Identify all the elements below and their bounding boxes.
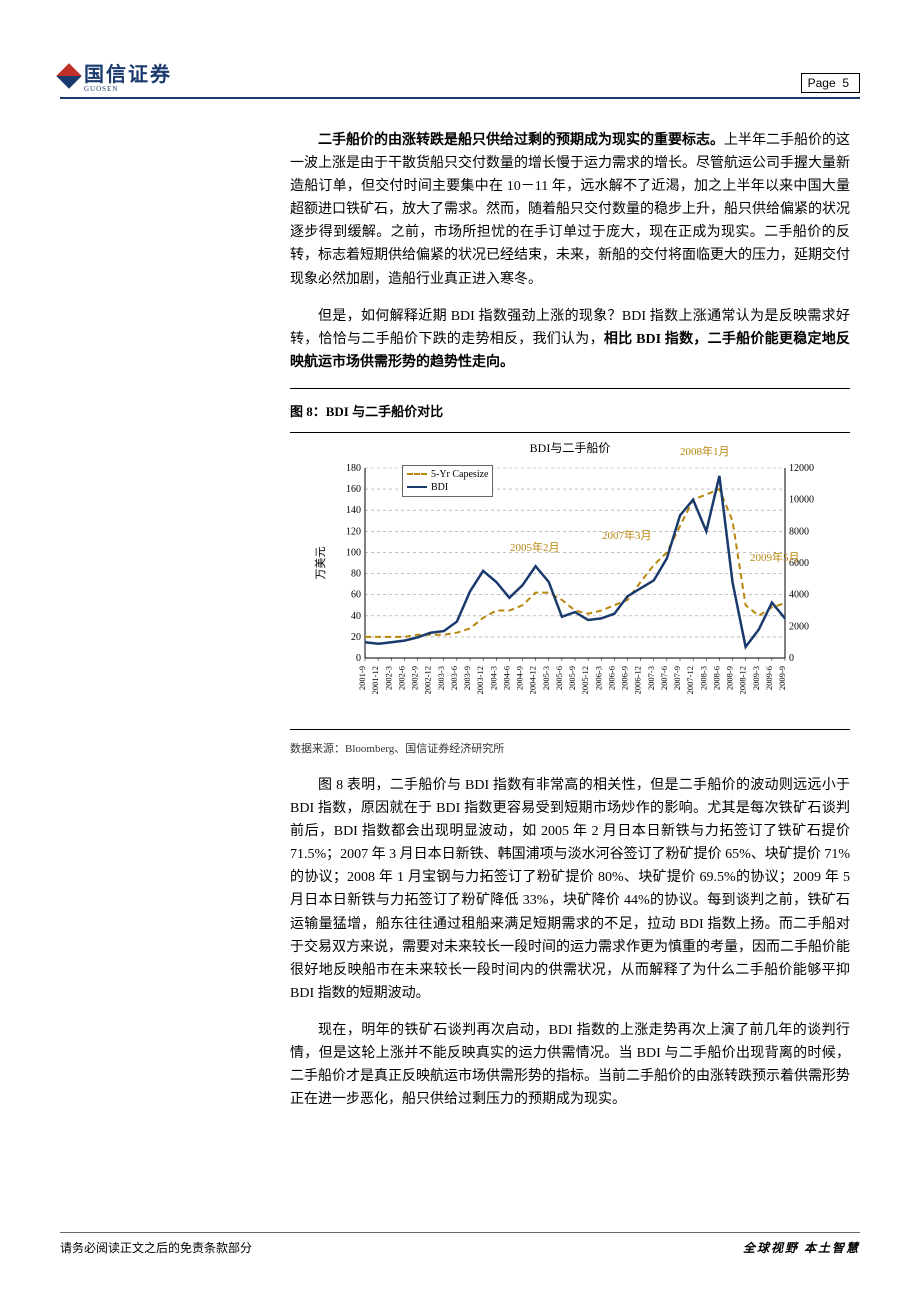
svg-text:8000: 8000 <box>789 526 809 537</box>
figure-source: 数据来源：Bloomberg、国信证券经济研究所 <box>290 740 850 756</box>
main-content: 二手船价的由涨转跌是船只供给过剩的预期成为现实的重要标志。上半年二手船价的这一波… <box>290 129 850 1111</box>
svg-text:2006-12: 2006-12 <box>633 666 643 694</box>
svg-text:2007-3: 2007-3 <box>646 666 656 690</box>
p1-body: 上半年二手船价的这一波上涨是由于干散货船只交付数量的增长慢于运力需求的增长。尽管… <box>290 133 850 287</box>
footer-right: 全球视野 本土智慧 <box>743 1239 860 1256</box>
svg-text:12000: 12000 <box>789 463 814 474</box>
svg-text:180: 180 <box>346 463 361 474</box>
svg-text:2001-12: 2001-12 <box>370 666 380 694</box>
svg-text:2007-6: 2007-6 <box>659 666 669 690</box>
page-number: 5 <box>842 76 849 90</box>
svg-text:2001-9: 2001-9 <box>357 666 367 690</box>
annotation-2007: 2007年3月 <box>602 527 652 543</box>
annotation-2009: 2009年5月 <box>750 549 800 565</box>
svg-text:2002-9: 2002-9 <box>410 666 420 690</box>
svg-text:0: 0 <box>356 653 361 664</box>
svg-text:2006-9: 2006-9 <box>620 666 630 690</box>
svg-text:10000: 10000 <box>789 495 814 506</box>
page-label: Page <box>808 76 836 90</box>
p1-lead: 二手船价的由涨转跌是船只供给过剩的预期成为现实的重要标志。 <box>318 133 724 148</box>
paragraph-1: 二手船价的由涨转跌是船只供给过剩的预期成为现实的重要标志。上半年二手船价的这一波… <box>290 129 850 291</box>
svg-text:2003-6: 2003-6 <box>449 666 459 690</box>
svg-text:2003-3: 2003-3 <box>436 666 446 690</box>
annotation-2005: 2005年2月 <box>510 539 560 555</box>
paragraph-3: 图 8 表明，二手船价与 BDI 指数有非常高的相关性，但是二手船价的波动则远远… <box>290 774 850 1005</box>
svg-text:2002-6: 2002-6 <box>396 666 406 690</box>
legend-label-bdi: BDI <box>431 481 448 494</box>
svg-text:100: 100 <box>346 547 361 558</box>
svg-text:2005-6: 2005-6 <box>554 666 564 690</box>
figure-rule-top <box>290 388 850 389</box>
svg-text:2006-3: 2006-3 <box>593 666 603 690</box>
svg-text:160: 160 <box>346 484 361 495</box>
chart-title: BDI与二手船价 <box>310 439 830 456</box>
legend-swatch-capesize <box>407 473 427 475</box>
svg-text:2000: 2000 <box>789 621 809 632</box>
svg-text:2006-6: 2006-6 <box>606 666 616 690</box>
figure-rule-mid <box>290 432 850 433</box>
paragraph-4: 现在，明年的铁矿石谈判再次启动，BDI 指数的上涨走势再次上演了前几年的谈判行情… <box>290 1019 850 1111</box>
legend-swatch-bdi <box>407 486 427 488</box>
svg-text:2008-6: 2008-6 <box>711 666 721 690</box>
chart-svg: 0204060801001201401601800200040006000800… <box>310 458 830 718</box>
svg-text:2005-9: 2005-9 <box>567 666 577 690</box>
svg-text:0: 0 <box>789 653 794 664</box>
svg-text:2007-9: 2007-9 <box>672 666 682 690</box>
page-header: 国信证券 GUOSEN Page 5 <box>60 58 860 99</box>
svg-text:120: 120 <box>346 526 361 537</box>
svg-text:2009-9: 2009-9 <box>777 666 787 690</box>
brand-text: 国信证券 <box>84 58 172 87</box>
svg-text:20: 20 <box>351 632 361 643</box>
svg-text:140: 140 <box>346 505 361 516</box>
svg-text:2005-3: 2005-3 <box>541 666 551 690</box>
svg-text:2004-9: 2004-9 <box>515 666 525 690</box>
svg-text:2003-9: 2003-9 <box>462 666 472 690</box>
svg-text:60: 60 <box>351 590 361 601</box>
svg-text:4000: 4000 <box>789 590 809 601</box>
svg-text:2002-12: 2002-12 <box>423 666 433 694</box>
svg-text:万美元: 万美元 <box>314 546 327 579</box>
svg-text:2002-3: 2002-3 <box>383 666 393 690</box>
legend-label-capesize: 5-Yr Capesize <box>431 468 488 481</box>
svg-text:2004-3: 2004-3 <box>488 666 498 690</box>
svg-text:2004-12: 2004-12 <box>528 666 538 694</box>
paragraph-2: 但是，如何解释近期 BDI 指数强劲上涨的现象？BDI 指数上涨通常认为是反映需… <box>290 305 850 374</box>
svg-text:2009-6: 2009-6 <box>764 666 774 690</box>
svg-text:2008-9: 2008-9 <box>725 666 735 690</box>
svg-text:40: 40 <box>351 611 361 622</box>
figure-rule-bottom <box>290 729 850 730</box>
svg-text:2008-3: 2008-3 <box>698 666 708 690</box>
chart-legend: 5-Yr Capesize BDI <box>402 465 493 497</box>
page-footer: 请务必阅读正文之后的免责条款部分 全球视野 本土智慧 <box>60 1232 860 1256</box>
svg-text:2005-12: 2005-12 <box>580 666 590 694</box>
brand-logo: 国信证券 GUOSEN <box>60 58 172 93</box>
svg-text:2008-12: 2008-12 <box>738 666 748 694</box>
svg-text:2009-3: 2009-3 <box>751 666 761 690</box>
page-number-box: Page 5 <box>801 73 860 93</box>
logo-icon <box>56 63 81 88</box>
figure-caption: 图 8：BDI 与二手船价对比 <box>290 395 850 426</box>
footer-left: 请务必阅读正文之后的免责条款部分 <box>60 1239 252 1256</box>
svg-text:2007-12: 2007-12 <box>685 666 695 694</box>
figure-8-chart: BDI与二手船价 0 20 40 60 80 100 120 140 160 180 0 2000 40… <box>310 439 830 723</box>
svg-text:2003-12: 2003-12 <box>475 666 485 694</box>
svg-text:2004-6: 2004-6 <box>501 666 511 690</box>
annotation-2008: 2008年1月 <box>680 443 730 459</box>
svg-text:80: 80 <box>351 568 361 579</box>
